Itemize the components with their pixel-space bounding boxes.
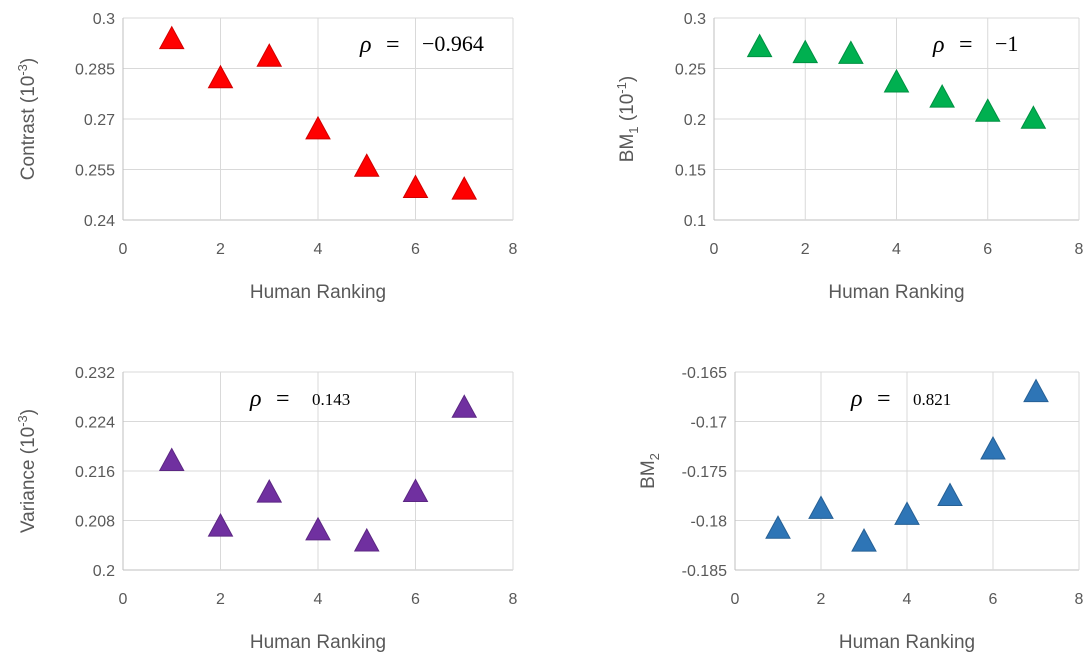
x-tick-label: 2 xyxy=(817,591,826,608)
data-point xyxy=(451,176,478,200)
y-axis-label: BM2 xyxy=(638,453,662,489)
x-tick-label: 4 xyxy=(314,591,323,608)
y-tick-label: -0.165 xyxy=(682,365,727,382)
data-point xyxy=(1020,105,1047,129)
y-tick-label: -0.175 xyxy=(682,464,727,481)
y-tick-label: 0.2 xyxy=(684,112,706,129)
data-point xyxy=(883,68,910,93)
x-axis-label: Human Ranking xyxy=(250,632,386,653)
x-tick-label: 6 xyxy=(989,591,998,608)
y-tick-label: 0.24 xyxy=(84,213,115,230)
data-point xyxy=(894,501,920,525)
x-axis-label: Human Ranking xyxy=(839,632,975,653)
chart-3: 0.2 0.208 0.216 0.224 0.232 0 2 4 6 8 Human Rankin… xyxy=(15,365,518,653)
data-point xyxy=(402,174,429,198)
rho-equals: = xyxy=(386,32,400,58)
data-point xyxy=(851,528,877,552)
rho-equals: = xyxy=(959,32,973,58)
y-tick-label: 0.285 xyxy=(75,62,115,79)
y-tick-label: 0.25 xyxy=(675,62,706,79)
data-point xyxy=(937,482,963,507)
data-point xyxy=(974,98,1001,122)
y-axis-label: Contrast (10-3) xyxy=(15,58,39,180)
data-point xyxy=(929,84,955,108)
chart-4: -0.185 -0.18 -0.175 -0.17 -0.165 0 2 4 6 8 Human R… xyxy=(638,365,1084,653)
x-tick-label: 6 xyxy=(411,241,420,258)
x-tick-label: 0 xyxy=(710,241,719,258)
data-point xyxy=(256,479,283,503)
y-tick-label: -0.185 xyxy=(682,563,727,580)
y-tick-label: 0.232 xyxy=(75,365,115,382)
y-axis-label: BM1 (10-1) xyxy=(614,76,641,162)
data-point xyxy=(808,495,834,519)
data-point xyxy=(765,515,791,539)
data-point xyxy=(207,513,234,537)
y-tick-label: 0.1 xyxy=(684,213,706,230)
data-point xyxy=(451,394,478,418)
data-point xyxy=(792,39,819,64)
x-tick-label: 2 xyxy=(216,241,225,258)
x-tick-label: 4 xyxy=(314,241,323,258)
data-point xyxy=(746,33,773,58)
x-tick-label: 0 xyxy=(119,591,128,608)
x-tick-label: 0 xyxy=(119,241,128,258)
data-point xyxy=(207,64,234,89)
data-point xyxy=(353,153,380,177)
y-tick-label: 0.3 xyxy=(93,11,115,28)
data-point xyxy=(256,43,283,67)
y-tick-label: 0.224 xyxy=(75,415,115,432)
data-point xyxy=(838,40,864,64)
x-tick-label: 2 xyxy=(801,241,810,258)
rho-value: 0.143 xyxy=(312,390,350,409)
x-tick-label: 8 xyxy=(509,241,518,258)
data-point xyxy=(1023,378,1049,403)
x-tick-label: 4 xyxy=(892,241,901,258)
x-axis-label: Human Ranking xyxy=(250,282,386,303)
y-tick-label: 0.27 xyxy=(84,112,115,129)
data-point xyxy=(305,516,331,541)
y-tick-label: -0.18 xyxy=(691,514,728,531)
x-tick-label: 0 xyxy=(731,591,740,608)
y-tick-label: 0.216 xyxy=(75,464,115,481)
rho-value: 0.821 xyxy=(913,390,951,409)
data-point xyxy=(158,25,185,50)
x-tick-label: 8 xyxy=(1075,591,1084,608)
rho-value: −0.964 xyxy=(422,31,484,56)
x-tick-label: 8 xyxy=(1075,241,1084,258)
data-point xyxy=(402,478,429,502)
x-tick-label: 2 xyxy=(216,591,225,608)
y-tick-label: 0.255 xyxy=(75,163,115,180)
x-axis-label: Human Ranking xyxy=(828,282,964,303)
x-tick-label: 6 xyxy=(983,241,992,258)
y-tick-label: 0.3 xyxy=(684,11,706,28)
rho-symbol: ρ xyxy=(932,32,945,58)
data-point xyxy=(980,435,1006,460)
rho-symbol: ρ xyxy=(249,386,262,412)
x-tick-label: 6 xyxy=(411,591,420,608)
data-point xyxy=(158,447,185,472)
rho-symbol: ρ xyxy=(850,386,863,412)
rho-symbol: ρ xyxy=(359,32,372,58)
y-axis-label: Variance (10-3) xyxy=(15,409,39,533)
chart-1: 0.24 0.255 0.27 0.285 0.3 0 2 4 6 8 Human Ranking C… xyxy=(15,11,518,303)
rho-equals: = xyxy=(276,386,290,412)
x-tick-label: 8 xyxy=(509,591,518,608)
rho-value: −1 xyxy=(995,31,1018,56)
chart-2: 0.1 0.15 0.2 0.25 0.3 0 2 4 6 8 Human Ranking BM1 (… xyxy=(614,11,1084,303)
y-tick-label: 0.2 xyxy=(93,563,115,580)
y-tick-label: -0.17 xyxy=(691,415,728,432)
data-point xyxy=(305,115,331,140)
y-tick-label: 0.15 xyxy=(675,163,706,180)
x-tick-label: 4 xyxy=(903,591,912,608)
data-point xyxy=(353,527,380,552)
rho-equals: = xyxy=(877,386,891,412)
y-tick-label: 0.208 xyxy=(75,514,115,531)
